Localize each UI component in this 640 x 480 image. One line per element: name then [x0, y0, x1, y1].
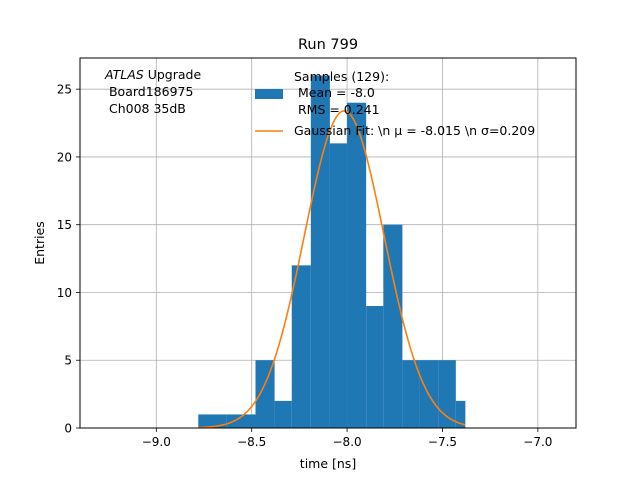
- atlas-annotation: ATLAS Upgrade Board186975 Ch008 35dB: [104, 67, 201, 116]
- y-tick-label: 25: [57, 83, 72, 97]
- histogram-bars: [198, 75, 466, 428]
- x-tick-label: −8.0: [333, 435, 362, 449]
- y-axis-label: Entries: [32, 221, 47, 265]
- x-axis-ticks: −9.0 −8.5 −8.0 −7.5 −7.0: [142, 428, 552, 449]
- histogram-bar: [347, 102, 367, 428]
- annotation-line-1: ATLAS Upgrade: [104, 67, 201, 82]
- histogram-bar: [455, 400, 466, 428]
- histogram-bar: [255, 360, 275, 428]
- histogram-bar: [438, 360, 456, 428]
- y-tick-label: 5: [64, 354, 72, 368]
- chart-title: Run 799: [298, 37, 358, 53]
- histogram-bar: [291, 265, 311, 428]
- plot-frame: [79, 57, 577, 429]
- histogram-bar: [310, 75, 330, 428]
- y-tick-label: 15: [57, 218, 72, 232]
- legend-samples-swatch: [255, 89, 283, 99]
- histogram-bar: [383, 224, 403, 428]
- y-tick-label: 0: [64, 422, 72, 436]
- annotation-line-2: Board186975: [105, 84, 193, 99]
- histogram-bar: [274, 400, 292, 428]
- x-tick-label: −8.5: [237, 435, 266, 449]
- legend-samples-mean: Mean = -8.0: [294, 85, 375, 100]
- x-tick-label: −7.5: [428, 435, 457, 449]
- atlas-label: ATLAS: [104, 67, 144, 82]
- x-axis-label: time [ns]: [300, 456, 356, 471]
- histogram-bar: [329, 143, 348, 428]
- histogram-bar: [198, 414, 227, 428]
- histogram-bar: [402, 360, 420, 428]
- legend-fit-label: Gaussian Fit: \n μ = -8.015 \n σ=0.209: [294, 123, 535, 138]
- annotation-line-3: Ch008 35dB: [105, 101, 186, 116]
- legend-samples-title: Samples (129):: [294, 69, 389, 84]
- y-tick-label: 10: [57, 286, 72, 300]
- x-tick-label: −9.0: [142, 435, 171, 449]
- histogram-bar: [366, 306, 384, 428]
- y-axis-ticks: 0 5 10 15 20 25: [57, 83, 80, 436]
- x-tick-label: −7.0: [523, 435, 552, 449]
- legend: Samples (129): Mean = -8.0 RMS = 0.241 G…: [255, 69, 535, 138]
- legend-samples-rms: RMS = 0.241: [294, 102, 380, 117]
- histogram-bar: [226, 414, 256, 428]
- upgrade-label: Upgrade: [144, 67, 202, 82]
- y-tick-label: 20: [57, 150, 72, 164]
- gaussian-fit-line: [198, 110, 466, 429]
